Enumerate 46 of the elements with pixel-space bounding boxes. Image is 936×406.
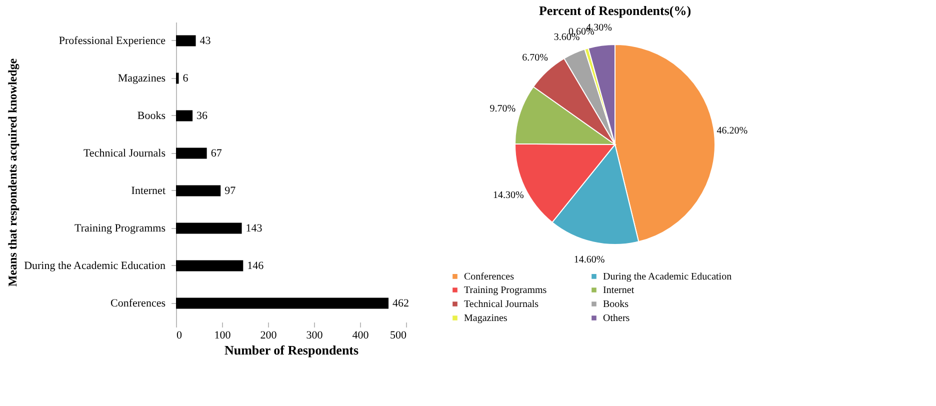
bar xyxy=(176,260,244,272)
legend-label: Magazines xyxy=(464,313,508,324)
x-tick-label: 200 xyxy=(260,330,278,342)
x-tick-label: 0 xyxy=(176,330,182,342)
legend-label: Internet xyxy=(603,285,634,296)
y-tick-label: Internet xyxy=(131,184,166,197)
x-tick-label: 300 xyxy=(306,330,324,342)
data-label: 97 xyxy=(224,184,236,197)
data-label: 36 xyxy=(196,110,208,122)
x-tick-label: 100 xyxy=(214,330,232,342)
bar xyxy=(176,35,196,46)
data-label: 14.60% xyxy=(574,254,605,266)
data-label: 43 xyxy=(200,34,212,47)
y-tick-label: During the Academic Education xyxy=(24,260,166,272)
chart-title: Percent of Respondents(%) xyxy=(538,3,692,18)
data-label: 46.20% xyxy=(716,125,748,136)
y-tick-label: Training Programms xyxy=(74,222,166,234)
data-label: 143 xyxy=(246,222,263,234)
y-tick-label: Technical Journals xyxy=(83,147,166,160)
y-tick-label: Books xyxy=(137,110,166,122)
data-label: 9.70% xyxy=(490,103,516,114)
data-label: 6.70% xyxy=(522,52,548,64)
legend-label: Books xyxy=(603,299,629,310)
bar xyxy=(176,72,179,84)
data-label: 67 xyxy=(210,147,222,160)
x-tick-label: 500 xyxy=(390,330,407,342)
data-label: 462 xyxy=(392,297,410,310)
x-tick-label: 400 xyxy=(352,330,370,342)
y-tick-label: Magazines xyxy=(118,72,166,84)
legend-label: Others xyxy=(603,313,630,324)
data-label: 6 xyxy=(182,72,189,84)
legend-label: Technical Journals xyxy=(464,299,539,310)
bar xyxy=(176,110,193,122)
legend-label: Training Programms xyxy=(464,285,547,296)
y-tick-label: Conferences xyxy=(110,297,166,310)
bar xyxy=(176,298,389,309)
bar xyxy=(176,185,221,196)
data-label: 14.30% xyxy=(492,190,524,202)
bar xyxy=(176,222,242,234)
y-axis-title: Means that respondents acquired knowledge xyxy=(5,58,20,287)
y-tick-label: Professional Experience xyxy=(58,34,166,47)
legend-label: During the Academic Education xyxy=(603,271,732,282)
bar xyxy=(176,148,207,159)
legend-label: Conferences xyxy=(464,271,514,282)
data-label: 146 xyxy=(247,260,264,272)
x-axis-title: Number of Respondents xyxy=(224,342,359,358)
